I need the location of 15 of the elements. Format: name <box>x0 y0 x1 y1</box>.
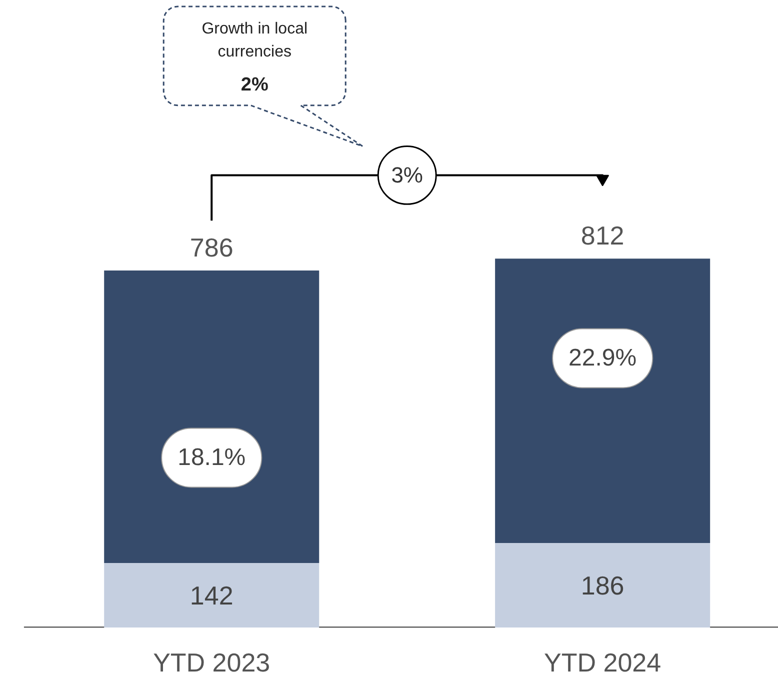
x-tick-label: YTD 2023 <box>153 648 270 678</box>
total-label: 812 <box>580 220 624 251</box>
x-tick-label: YTD 2024 <box>544 648 662 678</box>
text: 2% <box>240 74 268 96</box>
bar <box>104 563 320 628</box>
bar <box>104 270 320 563</box>
data-label: 142 <box>190 580 234 610</box>
total-label: 786 <box>190 232 234 263</box>
annotation: 18.1% <box>178 444 246 472</box>
bar <box>495 543 710 628</box>
bar <box>495 258 710 544</box>
data-label: 186 <box>580 570 624 600</box>
annotation: 22.9% <box>568 344 637 372</box>
text: 3% <box>391 162 423 188</box>
text: Growth in local currencies <box>202 20 308 60</box>
